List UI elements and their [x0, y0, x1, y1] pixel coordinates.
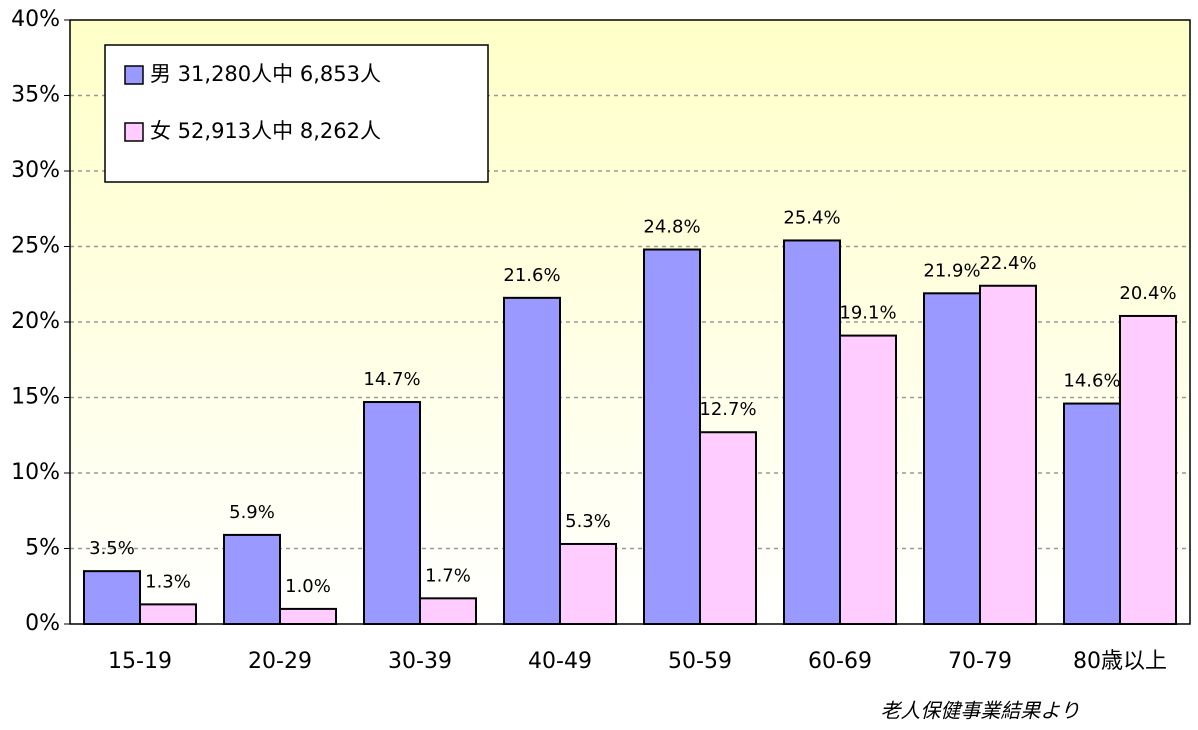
y-tick-label: 15% — [11, 385, 60, 410]
legend-label: 女 52,913人中 8,262人 — [150, 119, 381, 143]
y-tick-label: 20% — [11, 309, 60, 334]
y-tick-label: 40% — [11, 7, 60, 32]
value-label: 21.6% — [503, 265, 560, 286]
bar — [783, 239, 841, 626]
x-tick-label: 60-69 — [808, 649, 872, 674]
x-tick-label: 70-79 — [948, 649, 1012, 674]
value-label: 5.3% — [565, 511, 611, 532]
bar — [559, 542, 617, 625]
bar — [83, 570, 141, 626]
x-tick-label: 40-49 — [528, 649, 592, 674]
value-label: 14.6% — [1063, 371, 1120, 392]
y-tick-label: 10% — [11, 460, 60, 485]
y-tick-label: 30% — [11, 158, 60, 183]
x-tick-label: 80歳以上 — [1073, 649, 1167, 674]
bar — [923, 292, 981, 625]
bar — [839, 334, 897, 625]
legend-box — [104, 44, 489, 183]
x-tick-label: 20-29 — [248, 649, 312, 674]
value-label: 1.0% — [285, 576, 331, 597]
source-note: 老人保健事業結果より — [880, 699, 1080, 723]
bar — [979, 284, 1037, 625]
value-label: 1.7% — [425, 565, 471, 586]
value-label: 20.4% — [1119, 283, 1176, 304]
x-tick-label: 50-59 — [668, 649, 732, 674]
value-label: 12.7% — [699, 399, 756, 420]
bar — [1063, 402, 1121, 626]
y-tick-label: 5% — [25, 536, 60, 561]
legend-swatch — [124, 122, 144, 142]
bar — [363, 401, 421, 625]
value-label: 5.9% — [229, 502, 275, 523]
bar — [1119, 314, 1177, 625]
value-label: 25.4% — [783, 207, 840, 228]
value-label: 14.7% — [363, 369, 420, 390]
bar — [503, 296, 561, 625]
value-label: 22.4% — [979, 253, 1036, 274]
y-tick-label: 25% — [11, 234, 60, 259]
value-label: 24.8% — [643, 217, 700, 238]
plot-border — [69, 19, 1191, 625]
value-label: 21.9% — [923, 260, 980, 281]
value-label: 3.5% — [89, 538, 135, 559]
legend-swatch — [124, 65, 144, 85]
bar — [699, 431, 757, 626]
value-label: 19.1% — [839, 303, 896, 324]
x-tick-label: 30-39 — [388, 649, 452, 674]
y-tick-label: 0% — [25, 611, 60, 636]
bar — [419, 597, 477, 626]
x-tick-label: 15-19 — [108, 649, 172, 674]
bar — [139, 603, 197, 625]
y-tick-label: 35% — [11, 83, 60, 108]
bar — [223, 533, 281, 625]
value-label: 1.3% — [145, 571, 191, 592]
bar — [279, 607, 337, 626]
legend-label: 男 31,280人中 6,853人 — [150, 62, 381, 86]
bar — [643, 248, 701, 626]
